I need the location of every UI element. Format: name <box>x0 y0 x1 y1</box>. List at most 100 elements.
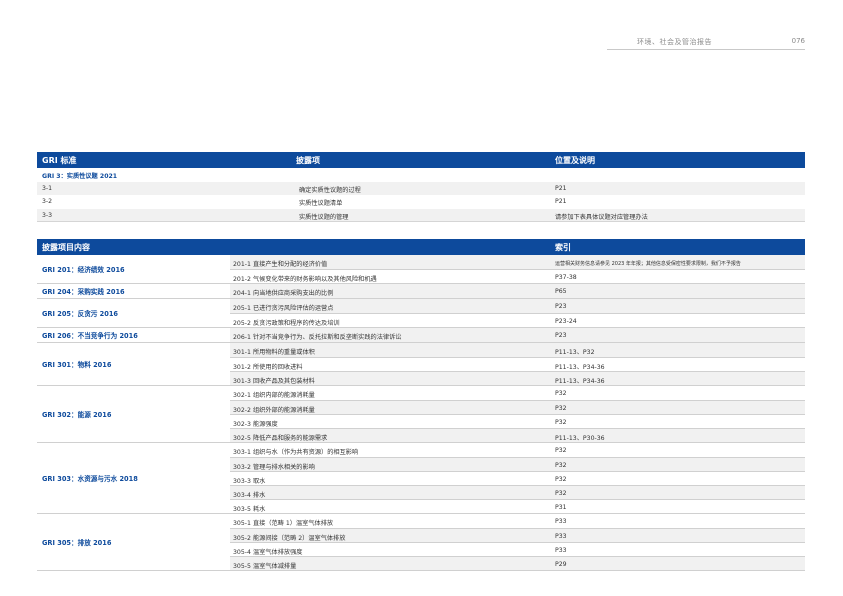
row-index: 运营相关财务信息请参见 2023 年年报；其他信息受保密性要求限制，我们不予报告 <box>555 260 741 267</box>
table-header: GRI 标准 披露项 位置及说明 <box>37 152 805 168</box>
row-code: 3-3 <box>42 211 53 219</box>
table-row: 204-1 向当地供应商采购支出的比例 P65 <box>230 284 805 298</box>
col-header-standard: GRI 标准 <box>42 156 77 165</box>
table-row: 201-1 直接产生和分配的经济价值 运营相关财务信息请参见 2023 年年报；… <box>230 255 805 269</box>
report-title: 环境、社会及管治报告 <box>637 38 712 46</box>
topic-label: GRI 206：不当竞争行为 2016 <box>42 332 138 340</box>
row-code: 3-1 <box>42 184 53 192</box>
row-location: P21 <box>555 198 567 206</box>
row-code: 3-2 <box>42 198 53 206</box>
topic-group: GRI 204：采购实践 2016 204-1 向当地供应商采购支出的比例 P6… <box>37 284 805 299</box>
col-header-location: 位置及说明 <box>555 156 595 165</box>
table-row: 303-5 耗水 P31 <box>230 499 805 513</box>
row-disclosure: 201-1 直接产生和分配的经济价值 <box>233 260 328 268</box>
row-disclosure: 实质性议题的管理 <box>299 213 349 221</box>
table-row: 301-1 所用物料的重量或体积 P11-13、P32 <box>230 343 805 357</box>
row-disclosure: 302-5 降低产品和服务的能源需求 <box>233 434 328 442</box>
row-disclosure: 201-2 气候变化带来的财务影响以及其他风险和机遇 <box>233 275 377 283</box>
page-header: 环境、社会及管治报告 076 <box>607 37 805 50</box>
topic-label: GRI 302：能源 2016 <box>42 411 112 419</box>
row-disclosure: 302-2 组织外部的能源消耗量 <box>233 406 315 414</box>
row-index: P29 <box>555 560 567 568</box>
row-disclosure: 205-1 已进行贪污风险评估的运营点 <box>233 304 334 312</box>
row-index: P32 <box>555 389 567 397</box>
table-row: 305-2 能源间接（范畴 2）温室气体排放 P33 <box>230 528 805 542</box>
row-location: P21 <box>555 184 567 192</box>
row-index: P32 <box>555 489 567 497</box>
row-disclosure: 305-5 温室气体减排量 <box>233 562 297 570</box>
category-row: GRI 3：实质性议题 2021 <box>37 168 805 182</box>
table-row: 301-2 所使用的回收进料 P11-13、P34-36 <box>230 357 805 371</box>
row-index: P11-13、P34-36 <box>555 377 605 385</box>
table-row: 305-5 温室气体减排量 P29 <box>230 556 805 570</box>
row-disclosure: 305-2 能源间接（范畴 2）温室气体排放 <box>233 534 346 542</box>
table-row: 3-3 实质性议题的管理 请参加下表具体议题对应管理办法 <box>37 208 805 223</box>
topic-label: GRI 205：反贪污 2016 <box>42 310 119 318</box>
row-location: 请参加下表具体议题对应管理办法 <box>555 213 648 221</box>
row-index: P32 <box>555 461 567 469</box>
row-index: P23-24 <box>555 317 577 325</box>
row-disclosure: 303-1 组织与水（作为共有资源）的相互影响 <box>233 448 359 456</box>
row-index: P33 <box>555 532 567 540</box>
row-index: P37-38 <box>555 273 577 281</box>
row-disclosure: 206-1 针对不当竞争行为、反托拉斯和反垄断实践的法律诉讼 <box>233 333 402 341</box>
topic-label: GRI 303：水资源与污水 2018 <box>42 475 138 483</box>
table-row: 302-2 组织外部的能源消耗量 P32 <box>230 400 805 414</box>
table-row: 305-1 直接（范畴 1）温室气体排放 P33 <box>230 514 805 528</box>
row-index: P32 <box>555 475 567 483</box>
table-row: 303-2 管理与排水相关的影响 P32 <box>230 457 805 471</box>
table-row: 205-1 已进行贪污风险评估的运营点 P23 <box>230 299 805 313</box>
topic-group: GRI 205：反贪污 2016 205-1 已进行贪污风险评估的运营点 P23… <box>37 299 805 328</box>
row-disclosure: 确定实质性议题的过程 <box>299 186 361 194</box>
row-disclosure: 303-4 排水 <box>233 491 266 499</box>
row-index: P32 <box>555 418 567 426</box>
row-index: P11-13、P32 <box>555 348 595 356</box>
row-index: P32 <box>555 446 567 454</box>
gri-standard-table: GRI 标准 披露项 位置及说明 GRI 3：实质性议题 2021 3-1 确定… <box>37 152 805 223</box>
topic-group: GRI 206：不当竞争行为 2016 206-1 针对不当竞争行为、反托拉斯和… <box>37 328 805 343</box>
header-rule <box>607 49 805 50</box>
topic-group: GRI 301：物料 2016 301-1 所用物料的重量或体积 P11-13、… <box>37 343 805 386</box>
topic-group: GRI 201：经济绩效 2016 201-1 直接产生和分配的经济价值 运营相… <box>37 255 805 284</box>
row-index: P32 <box>555 404 567 412</box>
table-row: 303-1 组织与水（作为共有资源）的相互影响 P32 <box>230 443 805 457</box>
col-header-index: 索引 <box>555 243 571 252</box>
disclosure-index-table: 披露项目内容 索引 GRI 201：经济绩效 2016 201-1 直接产生和分… <box>37 239 805 571</box>
col-header-content: 披露项目内容 <box>42 243 90 252</box>
row-disclosure: 305-1 直接（范畴 1）温室气体排放 <box>233 519 334 527</box>
topic-group: GRI 303：水资源与污水 2018 303-1 组织与水（作为共有资源）的相… <box>37 443 805 514</box>
row-index: P31 <box>555 503 567 511</box>
row-index: P33 <box>555 517 567 525</box>
table-row: 302-3 能源强度 P32 <box>230 414 805 428</box>
table-row: 205-2 反贪污政策和程序的传达及培训 P23-24 <box>230 313 805 327</box>
row-disclosure: 实质性议题清单 <box>299 200 343 208</box>
row-index: P33 <box>555 546 567 554</box>
table-row: 305-4 温室气体排放强度 P33 <box>230 542 805 556</box>
row-index: P23 <box>555 302 567 310</box>
row-disclosure: 303-3 取水 <box>233 477 266 485</box>
row-disclosure: 301-1 所用物料的重量或体积 <box>233 348 315 356</box>
topic-label: GRI 204：采购实践 2016 <box>42 288 125 296</box>
row-disclosure: 302-1 组织内部的能源消耗量 <box>233 391 315 399</box>
category-label: GRI 3：实质性议题 2021 <box>42 173 118 180</box>
table-header: 披露项目内容 索引 <box>37 239 805 255</box>
row-index: P65 <box>555 287 567 295</box>
table-row: 303-4 排水 P32 <box>230 485 805 499</box>
topic-label: GRI 305：排放 2016 <box>42 539 112 547</box>
row-disclosure: 303-5 耗水 <box>233 505 266 513</box>
page-number: 076 <box>791 37 805 45</box>
row-disclosure: 305-4 温室气体排放强度 <box>233 548 303 556</box>
topic-group: GRI 302：能源 2016 302-1 组织内部的能源消耗量 P32 302… <box>37 386 805 443</box>
table-row: 206-1 针对不当竞争行为、反托拉斯和反垄断实践的法律诉讼 P23 <box>230 328 805 342</box>
row-disclosure: 303-2 管理与排水相关的影响 <box>233 463 315 471</box>
col-header-disclosure: 披露项 <box>296 156 320 165</box>
row-index: P11-13、P30-36 <box>555 434 605 442</box>
row-index: P11-13、P34-36 <box>555 363 605 371</box>
table-row: 302-1 组织内部的能源消耗量 P32 <box>230 386 805 400</box>
row-disclosure: 302-3 能源强度 <box>233 420 278 428</box>
row-disclosure: 205-2 反贪污政策和程序的传达及培训 <box>233 319 340 327</box>
row-index: P23 <box>555 331 567 339</box>
topic-label: GRI 301：物料 2016 <box>42 361 112 369</box>
row-disclosure: 204-1 向当地供应商采购支出的比例 <box>233 289 334 297</box>
topic-group: GRI 305：排放 2016 305-1 直接（范畴 1）温室气体排放 P33… <box>37 514 805 571</box>
